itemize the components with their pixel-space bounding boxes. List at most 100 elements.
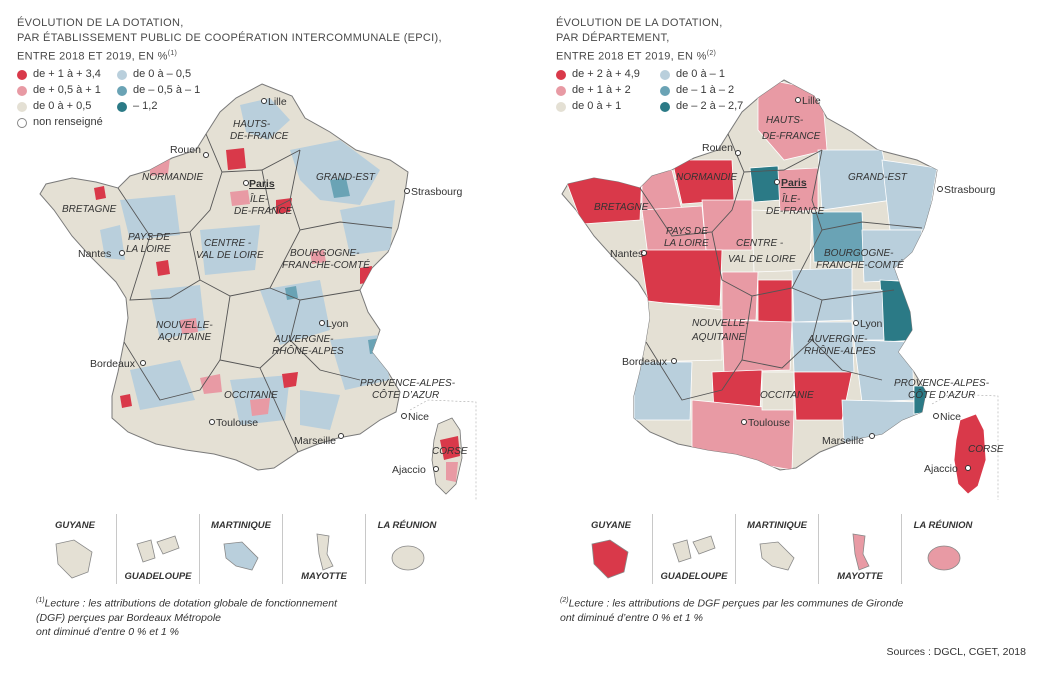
region-label: HAUTS- bbox=[766, 115, 804, 126]
city-label-lille: Lille bbox=[802, 95, 821, 107]
overseas-label: LA RÉUNION bbox=[913, 520, 973, 531]
overseas-label: GUADELOUPE bbox=[660, 571, 728, 582]
legend-label: de + 1 à + 3,4 bbox=[33, 68, 101, 80]
city-label-toulouse: Toulouse bbox=[748, 417, 790, 429]
reunion-shape bbox=[927, 545, 961, 571]
overseas-guadeloupe: GUADELOUPE bbox=[652, 514, 735, 584]
region-label: BRETAGNE bbox=[594, 202, 649, 213]
city-label-nantes: Nantes bbox=[78, 248, 111, 260]
legend-swatch bbox=[117, 69, 127, 80]
region-label: DE-FRANCE bbox=[234, 206, 293, 217]
overseas-strip: GUYANE GUADELOUPE MARTINIQUE MAYOTTE LA … bbox=[34, 514, 448, 584]
legend-label: – 1,2 bbox=[133, 100, 158, 112]
region-label: CÔTE D’AZUR bbox=[372, 388, 439, 401]
region-label: DE-FRANCE bbox=[766, 206, 825, 217]
legend-swatch bbox=[556, 85, 566, 96]
epci-patches bbox=[94, 98, 395, 430]
legend-item: de 0 à + 1 bbox=[556, 99, 621, 114]
region-label: FRANCHE-COMTÉ bbox=[816, 258, 904, 271]
region-label: LA LOIRE bbox=[664, 238, 709, 249]
guadeloupe-shape bbox=[672, 535, 716, 563]
note-mark: (2) bbox=[560, 597, 569, 604]
legend-label: de – 2 à – 2,7 bbox=[676, 100, 744, 112]
region-label: RHÔNE-ALPES bbox=[272, 344, 344, 357]
legend-label: de + 2 à + 4,9 bbox=[572, 68, 640, 80]
inset-frame bbox=[931, 393, 999, 500]
legend-label: de 0 à + 0,5 bbox=[33, 100, 92, 112]
legend-label: de – 1 à – 2 bbox=[676, 84, 735, 96]
region-label: ÎLE- bbox=[250, 192, 269, 205]
region-borders bbox=[639, 133, 923, 401]
city-label-toulouse: Toulouse bbox=[216, 417, 258, 429]
title-line-2: PAR ÉTABLISSEMENT PUBLIC DE COOPÉRATION … bbox=[17, 32, 442, 44]
mayotte-shape bbox=[316, 533, 334, 571]
note-line-2: ont diminué d’entre 0 % et 1 % bbox=[560, 611, 704, 624]
overseas-label: MARTINIQUE bbox=[211, 520, 271, 531]
martinique-shape bbox=[759, 541, 795, 571]
legend-item: de + 1 à + 2 bbox=[556, 83, 631, 98]
title-line-1: ÉVOLUTION DE LA DOTATION, bbox=[556, 17, 723, 29]
legend-label: de 0 à – 1 bbox=[676, 68, 725, 80]
legend-swatch bbox=[556, 69, 566, 80]
france-map-epci: HAUTS- DE-FRANCE NORMANDIE GRAND-EST BRE… bbox=[39, 83, 477, 500]
region-label: OCCITANIE bbox=[760, 390, 814, 401]
legend-item: de – 1 à – 2 bbox=[660, 83, 734, 98]
legend-label: de 0 à + 1 bbox=[572, 100, 622, 112]
legend-label: de 0 à – 0,5 bbox=[133, 68, 192, 80]
reunion-shape bbox=[391, 545, 425, 571]
region-label: PAYS DE bbox=[666, 226, 708, 237]
corsica-shape bbox=[953, 413, 987, 495]
region-label: CENTRE - bbox=[736, 238, 784, 249]
reading-note: (2)Lecture : les attributions de DGF per… bbox=[560, 594, 903, 625]
city-label-strasbourg: Strasbourg bbox=[944, 184, 996, 196]
overseas-label: GUYANE bbox=[55, 520, 95, 531]
legend-swatch bbox=[17, 101, 27, 112]
reading-note: (1)Lecture : les attributions de dotatio… bbox=[36, 594, 337, 639]
guyane-shape bbox=[591, 539, 629, 579]
city-label-paris: Paris bbox=[781, 177, 807, 189]
region-label: NORMANDIE bbox=[142, 172, 203, 183]
city-label-rouen: Rouen bbox=[170, 144, 201, 156]
region-label: PROVENCE-ALPES- bbox=[360, 378, 456, 389]
region-label: DE-FRANCE bbox=[230, 131, 289, 142]
legend-swatch bbox=[660, 101, 670, 112]
region-label: BRETAGNE bbox=[62, 204, 117, 215]
city-label-bordeaux: Bordeaux bbox=[622, 356, 668, 368]
legend-label: de + 1 à + 2 bbox=[572, 84, 631, 96]
note-text: Lecture : les attributions de DGF perçue… bbox=[568, 597, 904, 610]
legend-swatch bbox=[17, 69, 27, 80]
overseas-mayotte: MAYOTTE bbox=[282, 514, 365, 584]
legend-item: de + 2 à + 4,9 bbox=[556, 67, 640, 82]
region-label: LA LOIRE bbox=[126, 244, 171, 255]
city-label-bordeaux: Bordeaux bbox=[90, 358, 136, 370]
region-label: GRAND-EST bbox=[316, 172, 376, 183]
legend-item: de – 2 à – 2,7 bbox=[660, 99, 743, 114]
city-label-marseille: Marseille bbox=[294, 435, 336, 447]
overseas-mayotte: MAYOTTE bbox=[818, 514, 901, 584]
title-line-3-text: ENTRE 2018 ET 2019, EN % bbox=[556, 50, 707, 63]
overseas-martinique: MARTINIQUE bbox=[735, 514, 818, 584]
legend-swatch bbox=[17, 85, 27, 96]
region-label: PAYS DE bbox=[128, 232, 170, 243]
city-label-nantes: Nantes bbox=[610, 248, 643, 260]
region-label: RHÔNE-ALPES bbox=[804, 344, 876, 357]
legend-swatch bbox=[660, 85, 670, 96]
city-label-lille: Lille bbox=[268, 96, 287, 108]
city-label-strasbourg: Strasbourg bbox=[411, 186, 463, 198]
city-label-lyon: Lyon bbox=[860, 318, 883, 330]
region-label: GRAND-EST bbox=[848, 172, 908, 183]
legend-item: de + 1 à + 3,4 bbox=[17, 67, 101, 82]
sources-credit: Sources : DGCL, CGET, 2018 bbox=[886, 646, 1026, 658]
overseas-label: MAYOTTE bbox=[837, 571, 883, 582]
region-label: AUVERGNE- bbox=[273, 334, 334, 345]
city-label-paris: Paris bbox=[249, 178, 275, 190]
region-label: PROVENCE-ALPES- bbox=[894, 378, 990, 389]
overseas-reunion: LA RÉUNION bbox=[365, 514, 448, 584]
title-note: (2) bbox=[706, 50, 717, 57]
city-markers bbox=[641, 97, 971, 471]
legend-label: de – 0,5 à – 1 bbox=[133, 84, 201, 96]
city-label-marseille: Marseille bbox=[822, 435, 864, 447]
city-label-lyon: Lyon bbox=[326, 318, 349, 330]
legend-item: de 0 à + 0,5 bbox=[17, 99, 91, 114]
martinique-shape bbox=[223, 541, 259, 571]
